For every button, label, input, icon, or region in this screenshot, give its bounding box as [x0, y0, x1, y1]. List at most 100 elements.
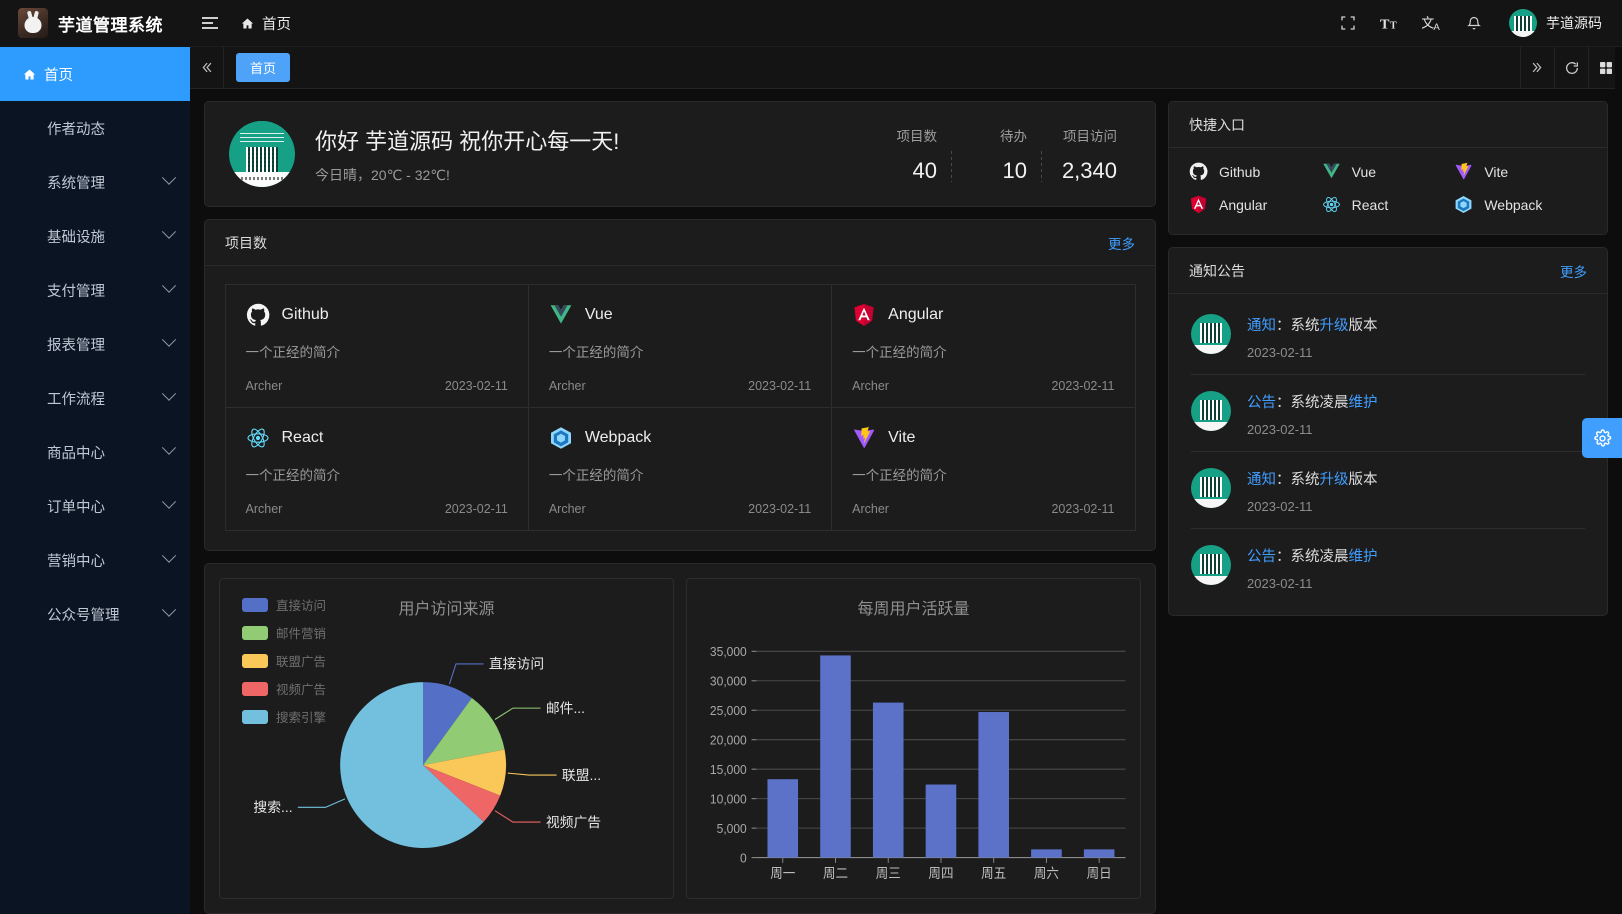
project-author: Archer	[548, 501, 586, 516]
right-edge-strip	[1615, 47, 1622, 914]
pie-leader-line	[494, 810, 541, 823]
notice-item[interactable]: 通知：系统升级版本 2023-02-11	[1191, 452, 1585, 529]
sidebar-item-system-management[interactable]: 系统管理	[0, 155, 190, 209]
pie-slice[interactable]	[340, 682, 484, 849]
chevron-double-right-icon[interactable]	[1520, 46, 1554, 89]
sidebar-item-home[interactable]: 首页	[0, 47, 190, 101]
stat-value: 10	[1002, 157, 1027, 183]
sidebar-item-product-center[interactable]: 商品中心	[0, 425, 190, 479]
breadcrumb[interactable]: 首页	[230, 13, 291, 34]
bar[interactable]	[1083, 849, 1115, 858]
project-card-angular[interactable]: Angular 一个正经的简介 Archer 2023-02-11	[831, 283, 1136, 408]
sidebar-item-order-center[interactable]: 订单中心	[0, 479, 190, 533]
pie-slice[interactable]	[423, 765, 501, 822]
legend-item[interactable]: 直接访问	[242, 595, 326, 614]
legend-item[interactable]: 搜索引擎	[242, 707, 326, 726]
quick-item-label: Webpack	[1484, 196, 1543, 213]
svg-text:文: 文	[1422, 15, 1434, 30]
project-card-webpack[interactable]: Webpack 一个正经的简介 Archer 2023-02-11	[527, 406, 833, 531]
quick-item-github[interactable]: Github	[1189, 162, 1322, 181]
project-footer: Archer 2023-02-11	[246, 379, 508, 393]
github-icon	[1189, 162, 1208, 181]
brand[interactable]: 芋道管理系统	[0, 0, 190, 47]
sidebar-item-marketing-center[interactable]: 营销中心	[0, 533, 190, 587]
bar[interactable]	[767, 779, 799, 858]
pie-slice[interactable]	[423, 682, 472, 766]
fullscreen-icon[interactable]	[1329, 0, 1367, 47]
pie-leader-line	[507, 772, 557, 776]
grid-icon[interactable]	[1588, 46, 1622, 89]
stat-label: 待办	[1000, 128, 1027, 144]
project-desc: 一个正经的简介	[245, 344, 341, 360]
quick-item-webpack[interactable]: Webpack	[1454, 195, 1587, 214]
sidebar-collapse-button[interactable]	[190, 0, 230, 47]
project-header: Vue	[549, 303, 811, 327]
settings-drawer-button[interactable]	[1582, 418, 1622, 458]
quick-item-vite[interactable]: Vite	[1454, 162, 1587, 181]
sidebar-item-author-news[interactable]: 作者动态	[0, 101, 190, 155]
sidebar-item-workflow[interactable]: 工作流程	[0, 371, 190, 425]
project-name: Webpack	[584, 428, 652, 446]
legend-item[interactable]: 视频广告	[242, 679, 326, 698]
notice-item[interactable]: 通知：系统升级版本 2023-02-11	[1191, 298, 1585, 375]
quick-item-vue[interactable]: Vue	[1322, 162, 1455, 181]
pie-leader-line	[297, 798, 346, 808]
pie-callout-label: 搜索...	[253, 799, 292, 815]
x-tick-label: 周五	[981, 865, 1006, 881]
y-tick-label: 20,000	[710, 733, 747, 748]
notices-more-link[interactable]: 更多	[1560, 264, 1587, 280]
notice-highlight: 维护	[1348, 395, 1378, 411]
notice-prefix: 公告	[1247, 549, 1276, 565]
legend-item[interactable]: 邮件营销	[242, 623, 326, 642]
stat-value: 2,340	[1061, 157, 1117, 183]
notice-suffix: 版本	[1348, 318, 1378, 334]
legend-item[interactable]: 联盟广告	[242, 651, 326, 670]
project-card-github[interactable]: Github 一个正经的简介 Archer 2023-02-11	[224, 283, 529, 408]
y-tick-label: 0	[740, 851, 747, 866]
bar[interactable]	[978, 712, 1009, 858]
webpack-icon	[1454, 195, 1473, 214]
bar[interactable]	[872, 702, 904, 858]
project-card-vite[interactable]: Vite 一个正经的简介 Archer 2023-02-11	[831, 406, 1136, 531]
quick-item-angular[interactable]: Angular	[1189, 195, 1322, 214]
bar[interactable]	[820, 655, 851, 858]
pie-slice[interactable]	[423, 749, 507, 796]
sidebar-item-label: 首页	[44, 67, 73, 84]
stats-group: 项目数 40 待办 10 项目访问 2,340	[861, 125, 1131, 184]
project-author: Archer	[245, 501, 283, 516]
project-card-react[interactable]: React 一个正经的简介 Archer 2023-02-11	[224, 406, 529, 531]
quick-item-react[interactable]: React	[1322, 195, 1455, 214]
legend-label: 直接访问	[276, 599, 327, 613]
project-card-vue[interactable]: Vue 一个正经的简介 Archer 2023-02-11	[527, 283, 833, 408]
refresh-icon[interactable]	[1554, 46, 1588, 89]
notice-item[interactable]: 公告：系统凌晨维护 2023-02-11	[1191, 529, 1585, 605]
sidebar: 首页 作者动态 系统管理 基础设施 支付管理 报表管理	[0, 47, 190, 914]
bar[interactable]	[925, 784, 957, 858]
notice-avatar	[1191, 391, 1231, 431]
svg-text:T: T	[1380, 16, 1390, 32]
sidebar-item-payment-management[interactable]: 支付管理	[0, 263, 190, 317]
sidebar-item-report-management[interactable]: 报表管理	[0, 317, 190, 371]
projects-more-link[interactable]: 更多	[1108, 236, 1135, 252]
bell-icon[interactable]	[1455, 0, 1493, 47]
pie-chart[interactable]: 用户访问来源 直接访问 邮件营销	[219, 578, 674, 899]
gear-icon	[1593, 428, 1612, 448]
bar-chart[interactable]: 每周用户活跃量 0 5,000 10,000 15,000 20,000 25,000 30…	[686, 578, 1141, 899]
bar[interactable]	[1031, 849, 1062, 858]
notice-item[interactable]: 公告：系统凌晨维护 2023-02-11	[1191, 375, 1585, 452]
right-column: 快捷入口 Github	[1168, 101, 1608, 914]
charts-card: 用户访问来源 直接访问 邮件营销	[204, 563, 1156, 914]
sidebar-item-label: 营销中心	[47, 553, 105, 570]
chevron-double-left-icon[interactable]	[190, 46, 224, 89]
projects-card: 项目数 更多 Github	[204, 219, 1156, 551]
user-menu[interactable]: 芋道源码	[1497, 0, 1608, 47]
tab-scroll-area: 首页	[224, 53, 1520, 82]
sidebar-item-infrastructure[interactable]: 基础设施	[0, 209, 190, 263]
stat-visits: 项目访问 2,340	[1041, 125, 1131, 184]
tab-home[interactable]: 首页	[236, 53, 291, 82]
pie-slice[interactable]	[423, 697, 505, 766]
sidebar-item-label: 作者动态	[47, 121, 105, 138]
sidebar-item-official-account[interactable]: 公众号管理	[0, 587, 190, 641]
